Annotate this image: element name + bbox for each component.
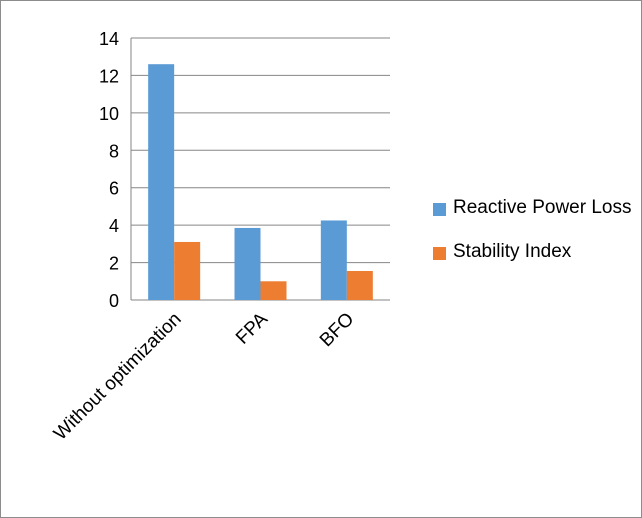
x-category-label-0: Without optimization: [50, 309, 186, 445]
legend: Reactive Power Loss Stability Index: [433, 193, 638, 281]
y-tick-label-0: 0: [109, 291, 119, 311]
y-tick-label-5: 10: [99, 104, 119, 124]
y-tick-label-7: 14: [99, 29, 119, 49]
bar-series-1-2: [346, 270, 373, 300]
legend-swatch-series-0: [433, 203, 446, 216]
legend-item-series-0: Reactive Power Loss: [433, 193, 638, 223]
bar-series-0-2: [320, 220, 347, 300]
y-tick-label-2: 4: [109, 216, 119, 236]
x-category-label-1: FPA: [232, 308, 272, 348]
bar-series-1-1: [260, 281, 287, 300]
y-tick-label-3: 6: [109, 179, 119, 199]
legend-label-series-0: Reactive Power Loss: [453, 197, 632, 218]
legend-label-series-1: Stability Index: [453, 241, 572, 262]
bar-series-0-1: [234, 227, 261, 300]
x-category-label-2: BFO: [316, 309, 358, 351]
y-tick-label-1: 2: [109, 254, 119, 274]
y-tick-label-6: 12: [99, 66, 119, 86]
bar-series-1-0: [174, 241, 201, 300]
legend-swatch-series-1: [433, 247, 446, 260]
y-tick-label-4: 8: [109, 141, 119, 161]
legend-item-series-1: Stability Index: [433, 237, 638, 267]
bar-series-0-0: [148, 64, 175, 300]
